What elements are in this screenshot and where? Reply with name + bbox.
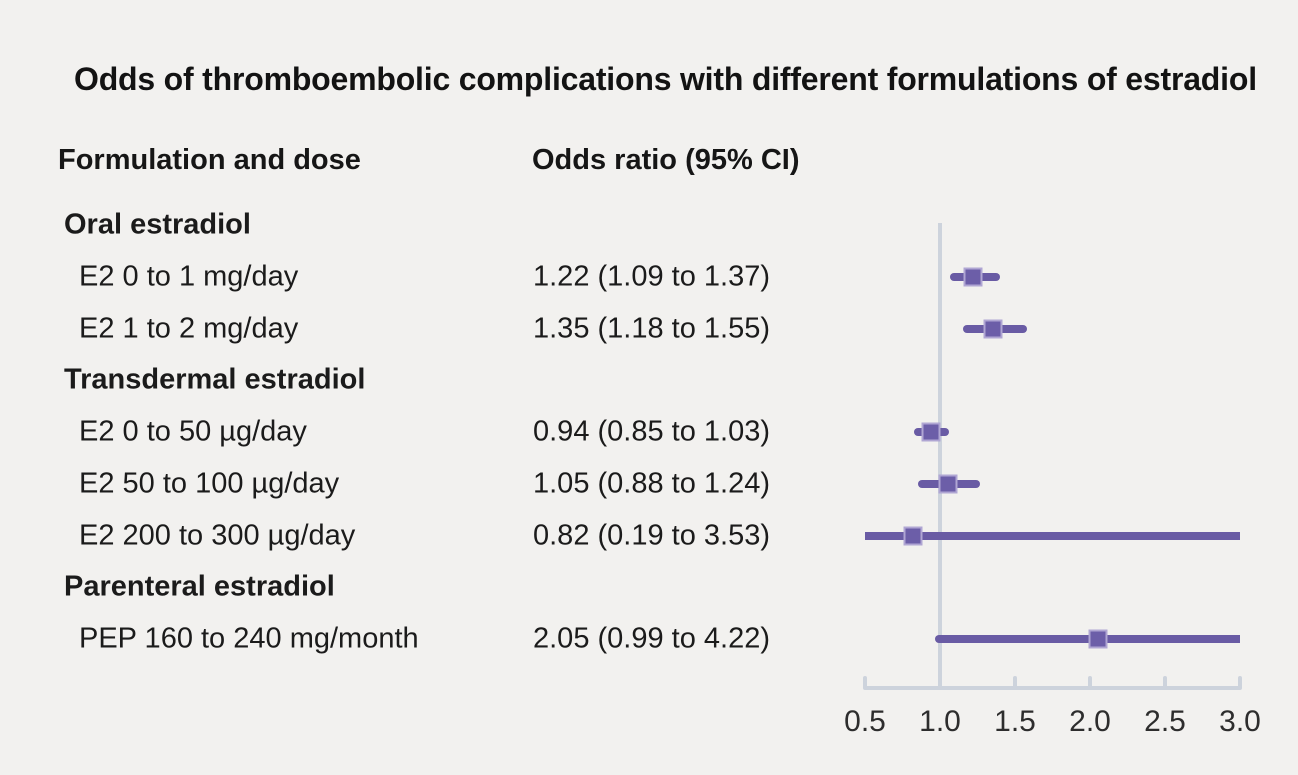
odds-ratio-marker bbox=[983, 319, 1002, 339]
odds-ratio-marker bbox=[921, 422, 941, 442]
column-header-odds-ratio: Odds ratio (95% CI) bbox=[532, 144, 800, 176]
dose-label: PEP 160 to 240 mg/month bbox=[79, 622, 419, 655]
odds-ratio-value: 1.05 (0.88 to 1.24) bbox=[533, 467, 770, 500]
odds-ratio-value: 0.82 (0.19 to 3.53) bbox=[533, 519, 770, 552]
dose-label: E2 0 to 1 mg/day bbox=[79, 260, 299, 293]
x-axis-line bbox=[863, 686, 1242, 690]
odds-ratio-marker bbox=[938, 474, 957, 494]
odds-ratio-value: 1.22 (1.09 to 1.37) bbox=[533, 260, 770, 293]
x-axis-tick-label: 1.5 bbox=[994, 705, 1036, 738]
odds-ratio-value: 1.35 (1.18 to 1.55) bbox=[533, 312, 770, 345]
odds-ratio-value: 0.94 (0.85 to 1.03) bbox=[533, 415, 770, 448]
chart-title: Odds of thromboembolic complications wit… bbox=[74, 61, 1257, 97]
x-axis-tick bbox=[938, 676, 942, 688]
column-header-formulation: Formulation and dose bbox=[58, 144, 361, 176]
x-axis-tick-label: 2.5 bbox=[1144, 705, 1186, 738]
dose-label: E2 50 to 100 µg/day bbox=[79, 467, 340, 500]
dose-label: E2 1 to 2 mg/day bbox=[79, 312, 299, 345]
confidence-interval-line bbox=[934, 635, 1240, 643]
odds-ratio-marker bbox=[963, 267, 983, 287]
x-axis-tick bbox=[1088, 676, 1092, 688]
x-axis-tick-label: 3.0 bbox=[1219, 705, 1261, 738]
x-axis-tick bbox=[1013, 676, 1017, 688]
odds-ratio-value: 2.05 (0.99 to 4.22) bbox=[533, 622, 770, 655]
confidence-interval-line bbox=[865, 532, 1240, 540]
odds-ratio-marker bbox=[1088, 629, 1107, 649]
x-axis-tick-label: 0.5 bbox=[844, 705, 886, 738]
dose-label: E2 200 to 300 µg/day bbox=[79, 519, 356, 552]
odds-ratio-marker bbox=[903, 526, 923, 546]
section-label: Transdermal estradiol bbox=[64, 363, 366, 396]
section-label: Oral estradiol bbox=[64, 208, 251, 241]
x-axis-tick-label: 2.0 bbox=[1069, 705, 1111, 738]
section-label: Parenteral estradiol bbox=[64, 570, 335, 603]
dose-label: E2 0 to 50 µg/day bbox=[79, 415, 307, 448]
x-axis-tick bbox=[1238, 676, 1242, 688]
x-axis-tick-label: 1.0 bbox=[919, 705, 961, 738]
reference-line-1 bbox=[938, 223, 942, 690]
x-axis-tick bbox=[1163, 676, 1167, 688]
x-axis-tick bbox=[863, 676, 867, 688]
